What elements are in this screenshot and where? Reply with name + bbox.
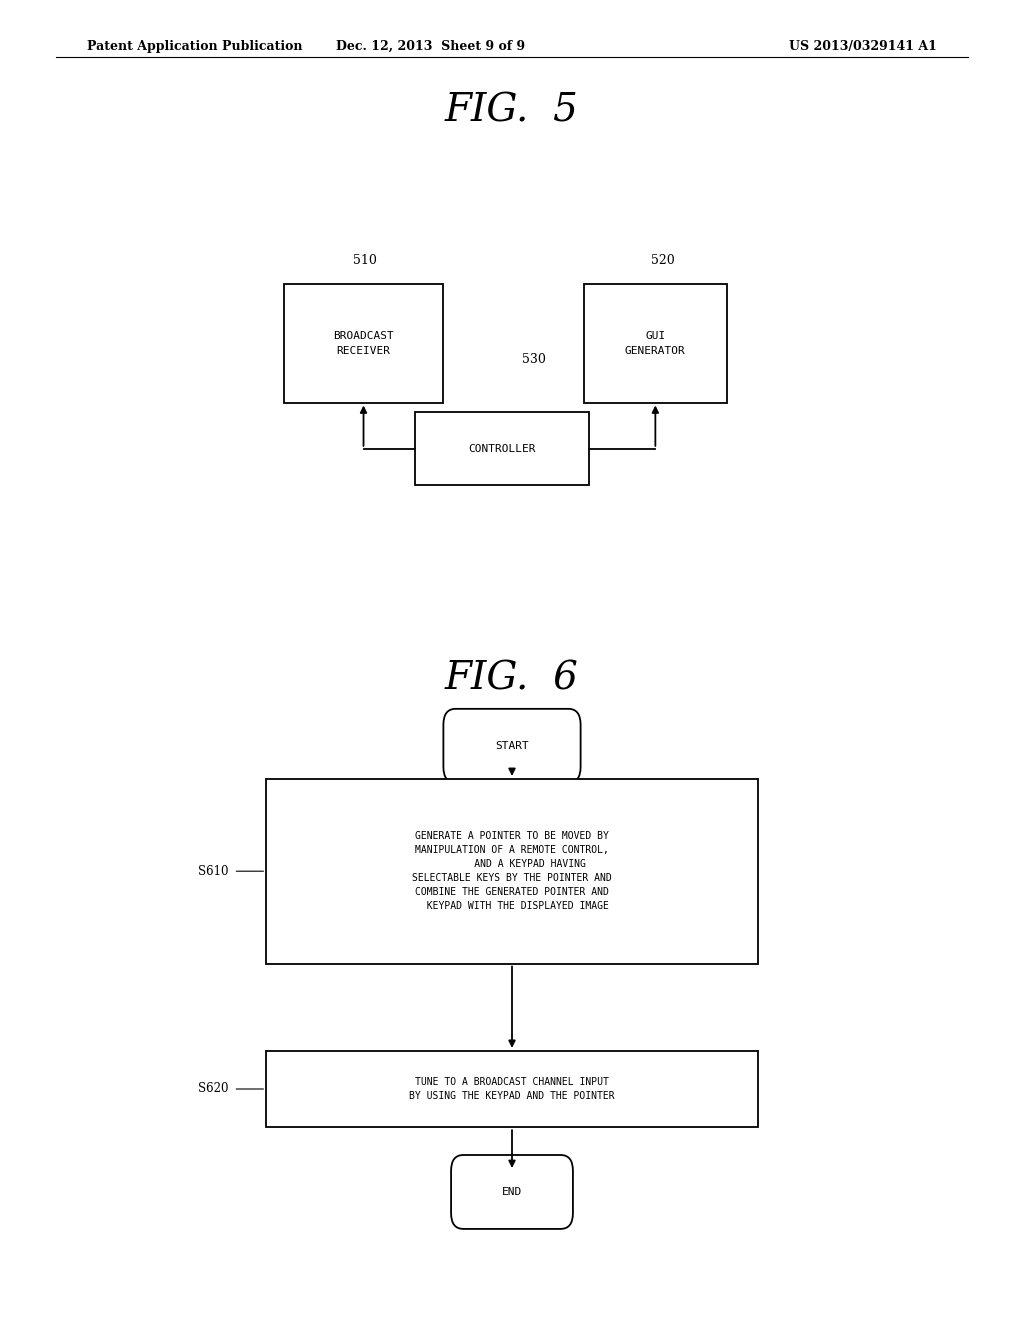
Bar [266, 779, 758, 964]
FancyBboxPatch shape [443, 709, 581, 783]
Text: 510: 510 [353, 253, 377, 267]
Text: Dec. 12, 2013  Sheet 9 of 9: Dec. 12, 2013 Sheet 9 of 9 [336, 40, 524, 53]
Text: S610: S610 [198, 865, 228, 878]
Text: 520: 520 [651, 253, 675, 267]
Text: Patent Application Publication: Patent Application Publication [87, 40, 302, 53]
FancyBboxPatch shape [451, 1155, 573, 1229]
Text: END: END [502, 1187, 522, 1197]
Text: FIG.  5: FIG. 5 [445, 92, 579, 129]
Text: 530: 530 [522, 352, 546, 366]
Text: START: START [496, 741, 528, 751]
Bar [584, 284, 727, 403]
Bar [415, 412, 589, 484]
Text: US 2013/0329141 A1: US 2013/0329141 A1 [790, 40, 937, 53]
Bar [284, 284, 442, 403]
Text: GUI
GENERATOR: GUI GENERATOR [625, 331, 686, 355]
Text: GENERATE A POINTER TO BE MOVED BY
MANIPULATION OF A REMOTE CONTROL,
      AND A : GENERATE A POINTER TO BE MOVED BY MANIPU… [412, 832, 612, 911]
Text: CONTROLLER: CONTROLLER [468, 444, 536, 454]
Text: TUNE TO A BROADCAST CHANNEL INPUT
BY USING THE KEYPAD AND THE POINTER: TUNE TO A BROADCAST CHANNEL INPUT BY USI… [410, 1077, 614, 1101]
Text: S620: S620 [198, 1082, 228, 1096]
Text: FIG.  6: FIG. 6 [445, 660, 579, 697]
Text: BROADCAST
RECEIVER: BROADCAST RECEIVER [333, 331, 394, 355]
Bar [266, 1051, 758, 1127]
